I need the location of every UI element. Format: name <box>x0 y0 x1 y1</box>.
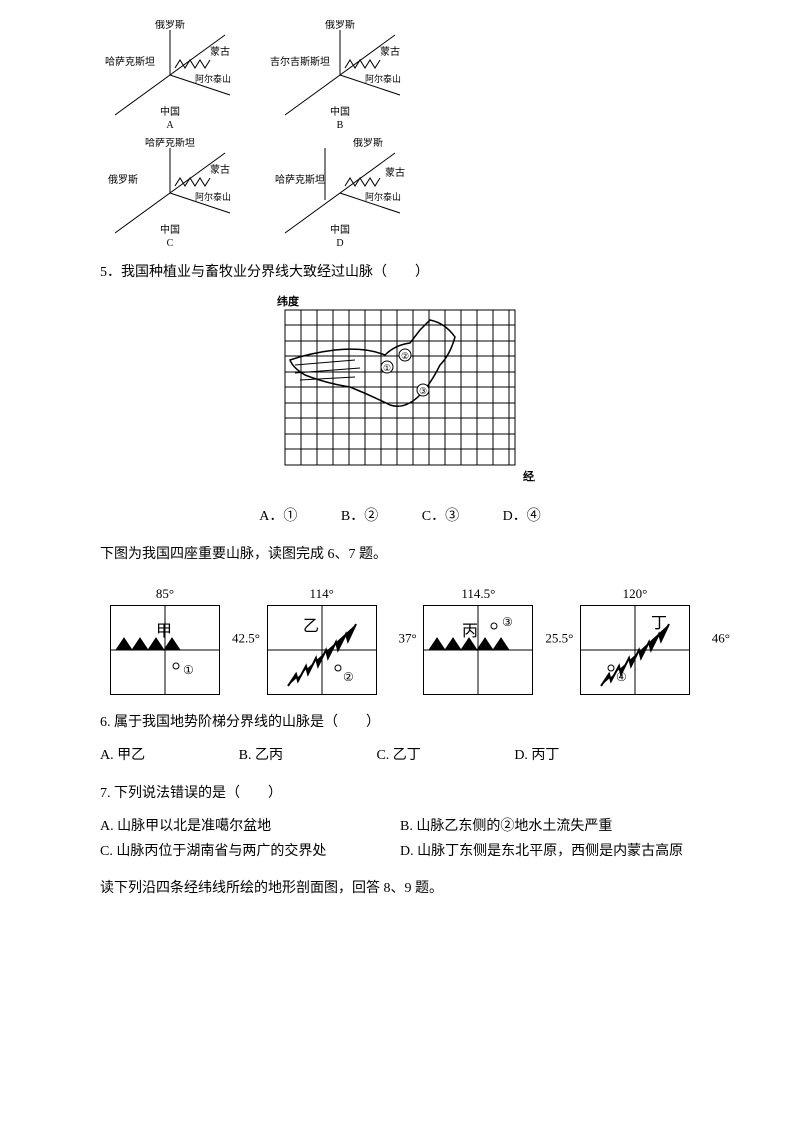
svg-text:③: ③ <box>419 386 427 396</box>
map-d-diag: 阿尔泰山 <box>365 191 401 202</box>
svg-text:②: ② <box>401 351 409 361</box>
q7-text: 7. 下列说法错误的是（ ） <box>100 781 700 806</box>
q5-opt-a: A．① <box>259 509 297 524</box>
axis-x-label: 经度 <box>523 469 535 483</box>
map-c-diag: 阿尔泰山 <box>195 191 231 202</box>
map-b-south: 中国 <box>330 105 350 118</box>
map-a-label: A <box>166 120 174 130</box>
map-a-nw: 哈萨克斯坦 <box>105 55 155 68</box>
map-c: 哈萨克斯坦 俄罗斯 蒙古 阿尔泰山 中国 C <box>100 138 240 248</box>
map-b-label: B <box>337 120 344 130</box>
map-b-east: 蒙古 <box>380 45 400 58</box>
map-d-n2: 俄罗斯 <box>353 138 383 149</box>
map4-lon: 120° <box>570 582 700 605</box>
intro-67: 下图为我国四座重要山脉，读图完成 6、7 题。 <box>100 542 700 567</box>
border-maps-figure: 俄罗斯 哈萨克斯坦 蒙古 阿尔泰山 中国 A 俄罗斯 吉尔吉斯斯坦 蒙古 阿尔泰… <box>100 20 700 248</box>
map-b-diag: 阿尔泰山 <box>365 73 401 84</box>
coord-maps-figure: 85° 甲 ① 42.5° 114° 乙 ② 37° <box>100 582 700 695</box>
map-c-north: 哈萨克斯坦 <box>145 138 195 149</box>
map3-lon: 114.5° <box>413 582 543 605</box>
coord-map-1: 85° 甲 ① 42.5° <box>100 582 230 695</box>
map4-label: 丁 <box>651 615 667 632</box>
map-a-south: 中国 <box>160 105 180 118</box>
map-c-south: 中国 <box>160 223 180 236</box>
map-d-east: 蒙古 <box>385 166 405 179</box>
map-c-east: 蒙古 <box>210 163 230 176</box>
map-c-nw: 俄罗斯 <box>108 173 138 186</box>
question-7: 7. 下列说法错误的是（ ） A. 山脉甲以北是准噶尔盆地 B. 山脉乙东侧的②… <box>100 781 700 865</box>
map-b: 俄罗斯 吉尔吉斯斯坦 蒙古 阿尔泰山 中国 B <box>270 20 410 130</box>
map1-lon: 85° <box>100 582 230 605</box>
map2-label: 乙 <box>303 618 319 635</box>
map-d: 俄罗斯 哈萨克斯坦 蒙古 阿尔泰山 中国 D <box>270 138 410 248</box>
q6-text: 6. 属于我国地势阶梯分界线的山脉是（ ） <box>100 710 700 735</box>
q7-opt-a: A. 山脉甲以北是准噶尔盆地 <box>100 814 400 839</box>
q7-options: A. 山脉甲以北是准噶尔盆地 B. 山脉乙东侧的②地水土流失严重 C. 山脉丙位… <box>100 814 700 864</box>
q5-opt-b: B．② <box>341 509 378 524</box>
map-a-east: 蒙古 <box>210 45 230 58</box>
map3-label: 丙 <box>462 623 478 640</box>
q5-opt-d: D．④ <box>503 509 541 524</box>
map-c-label: C <box>167 238 174 248</box>
map-d-label: D <box>336 238 343 248</box>
map-b-north: 俄罗斯 <box>325 20 355 31</box>
coord-map-3: 114.5° 丙 ③ 25.5° <box>413 582 543 695</box>
map-d-south: 中国 <box>330 223 350 236</box>
q7-opt-d: D. 山脉丁东侧是东北平原，西侧是内蒙古高原 <box>400 839 700 864</box>
map-d-nw: 哈萨克斯坦 <box>275 173 325 186</box>
q7-opt-b: B. 山脉乙东侧的②地水土流失严重 <box>400 814 700 839</box>
q5-options: A．① B．② C．③ D．④ <box>100 504 700 529</box>
q6-opt-a: A. 甲乙 <box>100 743 145 768</box>
map1-label: 甲 <box>156 623 172 640</box>
q5-grid-figure: 纬度 <box>100 295 700 494</box>
coord-map-4: 120° 丁 ④ 46° <box>570 582 700 695</box>
map2-lon: 114° <box>257 582 387 605</box>
question-6: 6. 属于我国地势阶梯分界线的山脉是（ ） A. 甲乙 B. 乙丙 C. 乙丁 … <box>100 710 700 768</box>
map3-marker: ③ <box>502 615 513 629</box>
map-b-nw: 吉尔吉斯斯坦 <box>270 55 330 68</box>
map-a-diag: 阿尔泰山 <box>195 73 231 84</box>
map1-marker: ① <box>183 663 194 677</box>
map2-marker: ② <box>343 670 354 684</box>
q6-opt-c: C. 乙丁 <box>376 743 420 768</box>
question-5: 5．我国种植业与畜牧业分界线大致经过山脉（ ） 纬度 <box>100 260 700 530</box>
map-a-north: 俄罗斯 <box>155 20 185 31</box>
q5-opt-c: C．③ <box>422 509 459 524</box>
axis-y-label: 纬度 <box>277 295 300 308</box>
q7-opt-c: C. 山脉丙位于湖南省与两广的交界处 <box>100 839 400 864</box>
q5-text: 5．我国种植业与畜牧业分界线大致经过山脉（ ） <box>100 260 700 285</box>
q6-opt-d: D. 丙丁 <box>514 743 559 768</box>
q6-opt-b: B. 乙丙 <box>239 743 283 768</box>
intro-89: 读下列沿四条经纬线所绘的地形剖面图，回答 8、9 题。 <box>100 876 700 901</box>
q6-options: A. 甲乙 B. 乙丙 C. 乙丁 D. 丙丁 <box>100 743 700 768</box>
map-a: 俄罗斯 哈萨克斯坦 蒙古 阿尔泰山 中国 A <box>100 20 240 130</box>
map4-lat: 46° <box>712 627 730 650</box>
svg-text:①: ① <box>383 363 391 373</box>
map4-marker: ④ <box>616 670 627 684</box>
coord-map-2: 114° 乙 ② 37° <box>257 582 387 695</box>
